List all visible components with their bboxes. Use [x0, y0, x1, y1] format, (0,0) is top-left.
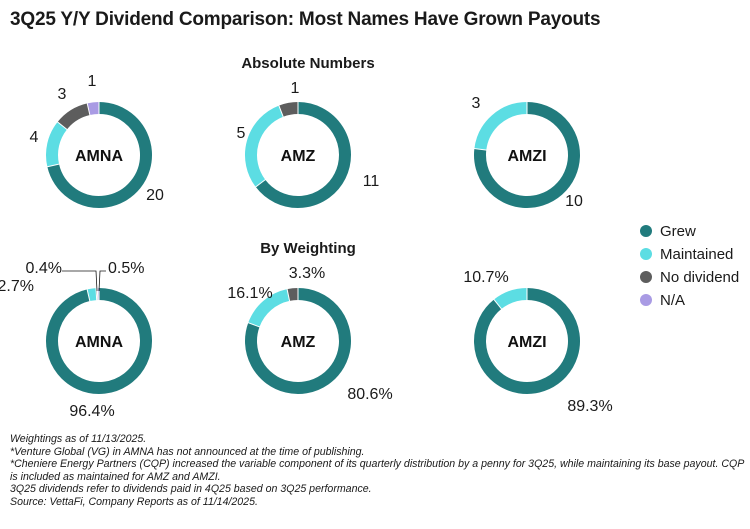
donut-center-label: AMZ — [281, 148, 316, 165]
slice-separator — [95, 287, 98, 301]
slice-grew — [474, 288, 580, 394]
slice-maintained — [474, 102, 528, 151]
slice-no-dividend — [287, 288, 299, 301]
donut-weighting-amzi: AMZI 89.3% 10.7% — [463, 269, 612, 415]
slice-maintained — [46, 121, 68, 167]
footnote-dividend-timing: 3Q25 dividends refer to dividends paid i… — [10, 483, 372, 496]
legend-swatch-maintained — [640, 248, 652, 260]
donut-absolute-amna: AMNA 20 4 3 1 — [30, 73, 164, 208]
legend-swatch-grew — [640, 225, 652, 237]
slice-separator — [56, 121, 68, 131]
data-label: 3.3% — [289, 265, 325, 282]
slice-separator — [255, 179, 266, 188]
donut-center-label: AMZI — [507, 148, 546, 165]
data-label: 2.7% — [0, 278, 34, 295]
slice-grew — [474, 102, 580, 208]
legend-swatch-n-a — [640, 294, 652, 306]
data-label: 1 — [291, 80, 300, 97]
slice-separator — [473, 148, 487, 151]
data-label: 20 — [146, 187, 164, 204]
footnote-venture-global: *Venture Global (VG) in AMNA has not ann… — [10, 445, 365, 458]
data-label: 0.4% — [26, 260, 62, 277]
slice-separator — [278, 104, 284, 118]
slice-no-dividend — [57, 103, 91, 130]
legend-swatch-no-dividend — [640, 271, 652, 283]
leader-line — [62, 270, 98, 292]
donut-center-label: AMZI — [507, 334, 546, 351]
slice-no-dividend — [278, 101, 299, 117]
data-label: 11 — [363, 173, 380, 190]
data-label: 1 — [88, 73, 97, 90]
footnote-weightings: Weightings as of 11/13/2025. — [10, 433, 147, 445]
slice-grew — [46, 288, 153, 394]
data-label: 5 — [237, 125, 246, 142]
data-label: 80.6% — [347, 386, 392, 403]
data-label: 10 — [565, 193, 583, 210]
slice-grew — [245, 288, 351, 394]
legend-label-no-dividend: No dividend — [660, 269, 739, 286]
footnote-cheniere: *Cheniere Energy Partners (CQP) increase… — [10, 458, 744, 483]
footnote-source: Source: VettaFi, Company Reports as of 1… — [10, 495, 258, 508]
legend-label-maintained: Maintained — [660, 246, 733, 263]
data-label: 89.3% — [567, 398, 612, 415]
data-label: 16.1% — [227, 285, 272, 302]
slice-separator — [86, 288, 91, 302]
slice-separator — [46, 163, 60, 168]
slice-separator — [86, 102, 91, 116]
chart-title: 3Q25 Y/Y Dividend Comparison: Most Names… — [10, 9, 601, 30]
donuts-layer: AMNA 20 4 3 1 AMZ 11 5 1 AMZI 10 3 AMNA 96.4% 2.7%0.4%… — [0, 73, 613, 420]
slice-separator — [493, 298, 503, 310]
data-label: 3 — [472, 95, 481, 112]
legend-label-grew: Grew — [660, 223, 696, 240]
slice-maintained — [248, 289, 290, 328]
data-label: 96.4% — [69, 403, 114, 420]
slice-separator — [247, 322, 261, 328]
data-label: 0.5% — [108, 260, 144, 277]
donut-center-label: AMNA — [75, 334, 123, 351]
section-title-weighting: By Weighting — [260, 240, 356, 257]
donut-absolute-amz: AMZ 11 5 1 — [237, 80, 380, 208]
section-title-absolute: Absolute Numbers — [241, 55, 374, 72]
slice-grew — [255, 102, 351, 208]
leader-line — [98, 270, 106, 292]
slice-grew — [47, 102, 152, 208]
legend-label-n-a: N/A — [660, 292, 685, 309]
slice-maintained — [87, 288, 97, 302]
donut-center-label: AMZ — [281, 334, 316, 351]
legend: Grew Maintained No dividend N/A — [640, 223, 739, 309]
slice-maintained — [245, 105, 284, 187]
footnotes: Weightings as of 11/13/2025. *Venture Gl… — [10, 433, 745, 509]
data-label: 10.7% — [463, 269, 508, 286]
donut-absolute-amzi: AMZI 10 3 — [472, 95, 583, 210]
data-label: 4 — [30, 129, 39, 146]
slice-separator — [286, 288, 291, 302]
donut-weighting-amz: AMZ 80.6% 16.1% 3.3% — [227, 265, 392, 403]
donut-weighting-amna: AMNA 96.4% 2.7%0.4% 0.5% — [0, 260, 153, 420]
slice-maintained — [493, 288, 528, 310]
data-label: 3 — [58, 86, 67, 103]
slice-n-a — [87, 102, 100, 116]
donut-center-label: AMNA — [75, 148, 123, 165]
